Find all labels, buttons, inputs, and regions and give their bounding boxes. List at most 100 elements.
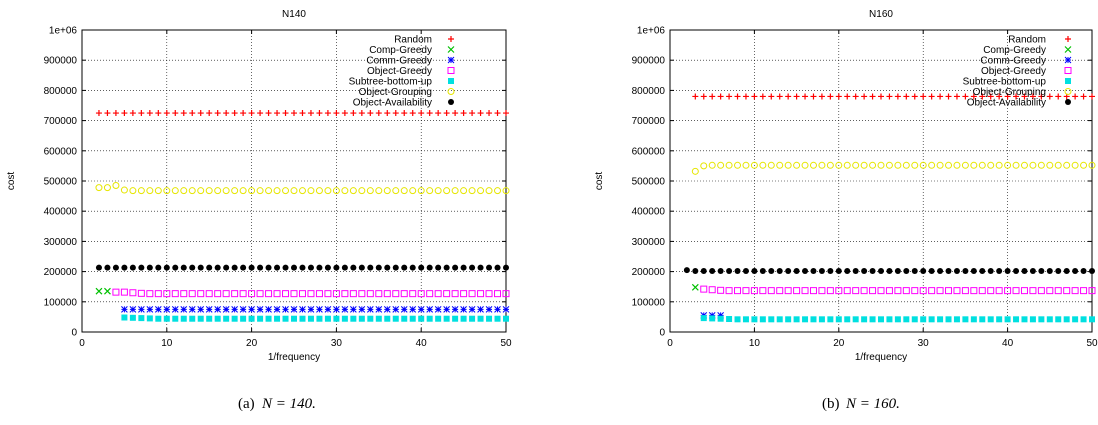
data-point xyxy=(1072,267,1079,274)
data-point xyxy=(171,187,179,195)
data-point xyxy=(1055,267,1062,274)
data-point xyxy=(426,110,433,117)
data-point xyxy=(987,93,994,100)
data-point xyxy=(95,287,103,295)
y-tick-label: 900000 xyxy=(632,56,666,67)
data-point xyxy=(120,288,128,296)
data-point xyxy=(1021,316,1028,323)
data-point xyxy=(1038,316,1045,323)
data-point xyxy=(188,187,196,195)
data-point xyxy=(324,290,332,298)
data-point xyxy=(886,93,893,100)
data-point xyxy=(953,287,961,295)
grid xyxy=(669,29,1093,333)
data-point xyxy=(996,267,1003,274)
data-point xyxy=(860,287,868,295)
data-point xyxy=(188,290,196,298)
data-point xyxy=(163,305,171,313)
data-point xyxy=(418,264,425,271)
data-point xyxy=(877,287,885,295)
data-point xyxy=(121,314,128,321)
data-point xyxy=(274,110,281,117)
data-point xyxy=(1080,316,1087,323)
data-point xyxy=(1046,287,1054,295)
data-point xyxy=(486,315,493,322)
y-tick-label: 100000 xyxy=(44,297,78,308)
data-point xyxy=(970,93,977,100)
data-point xyxy=(257,110,264,117)
legend-marker xyxy=(447,88,455,95)
data-point xyxy=(911,161,919,169)
data-point xyxy=(443,290,451,298)
data-point xyxy=(137,289,145,297)
data-point xyxy=(945,316,952,323)
data-point xyxy=(307,315,314,322)
data-point xyxy=(222,290,230,298)
data-point xyxy=(961,287,969,295)
data-point xyxy=(383,305,391,313)
x-tick-label: 50 xyxy=(1086,338,1098,349)
data-point xyxy=(827,93,834,100)
data-point xyxy=(426,264,433,271)
data-point xyxy=(503,264,509,271)
data-point xyxy=(299,315,306,322)
data-point xyxy=(435,110,442,117)
data-point xyxy=(171,305,179,313)
data-point xyxy=(886,316,893,323)
data-point xyxy=(928,316,935,323)
data-point xyxy=(767,161,775,169)
data-point xyxy=(248,187,256,195)
data-point xyxy=(214,110,221,117)
plot-frame xyxy=(669,29,1093,333)
data-point xyxy=(920,316,927,323)
data-point xyxy=(231,290,239,298)
data-point xyxy=(725,287,733,295)
data-point xyxy=(494,315,501,322)
data-point xyxy=(316,110,323,117)
data-point xyxy=(785,93,792,100)
series-random xyxy=(95,110,509,117)
data-point xyxy=(793,161,801,169)
data-point xyxy=(818,93,825,100)
data-point xyxy=(485,187,493,195)
data-point xyxy=(877,161,885,169)
data-point xyxy=(768,93,775,100)
data-point xyxy=(231,264,238,271)
data-point xyxy=(844,267,851,274)
data-point xyxy=(818,316,825,323)
data-point xyxy=(248,110,255,117)
data-point xyxy=(869,287,877,295)
data-point xyxy=(894,267,901,274)
data-point xyxy=(1013,267,1020,274)
data-point xyxy=(104,110,111,117)
chart-title: N140 xyxy=(282,9,306,20)
data-point xyxy=(759,161,767,169)
data-point xyxy=(95,264,102,271)
data-point xyxy=(265,187,273,195)
data-point xyxy=(1004,267,1011,274)
data-point xyxy=(418,315,425,322)
data-point xyxy=(759,267,766,274)
data-point xyxy=(366,187,374,195)
data-point xyxy=(886,267,893,274)
data-point xyxy=(273,290,281,298)
data-point xyxy=(700,93,707,100)
data-point xyxy=(138,110,145,117)
data-point xyxy=(197,315,204,322)
data-point xyxy=(700,285,708,293)
data-point xyxy=(953,93,960,100)
legend-label: Object-Greedy xyxy=(981,66,1046,77)
data-point xyxy=(214,305,222,313)
data-point xyxy=(197,187,205,195)
data-point xyxy=(726,267,733,274)
data-point xyxy=(1021,267,1028,274)
data-point xyxy=(768,316,775,323)
data-point xyxy=(835,161,843,169)
data-point xyxy=(878,267,884,274)
data-point xyxy=(146,305,154,313)
data-point xyxy=(248,290,256,298)
legend-marker xyxy=(448,99,454,105)
data-point xyxy=(291,110,297,117)
data-point xyxy=(256,290,264,298)
data-point xyxy=(298,290,306,298)
